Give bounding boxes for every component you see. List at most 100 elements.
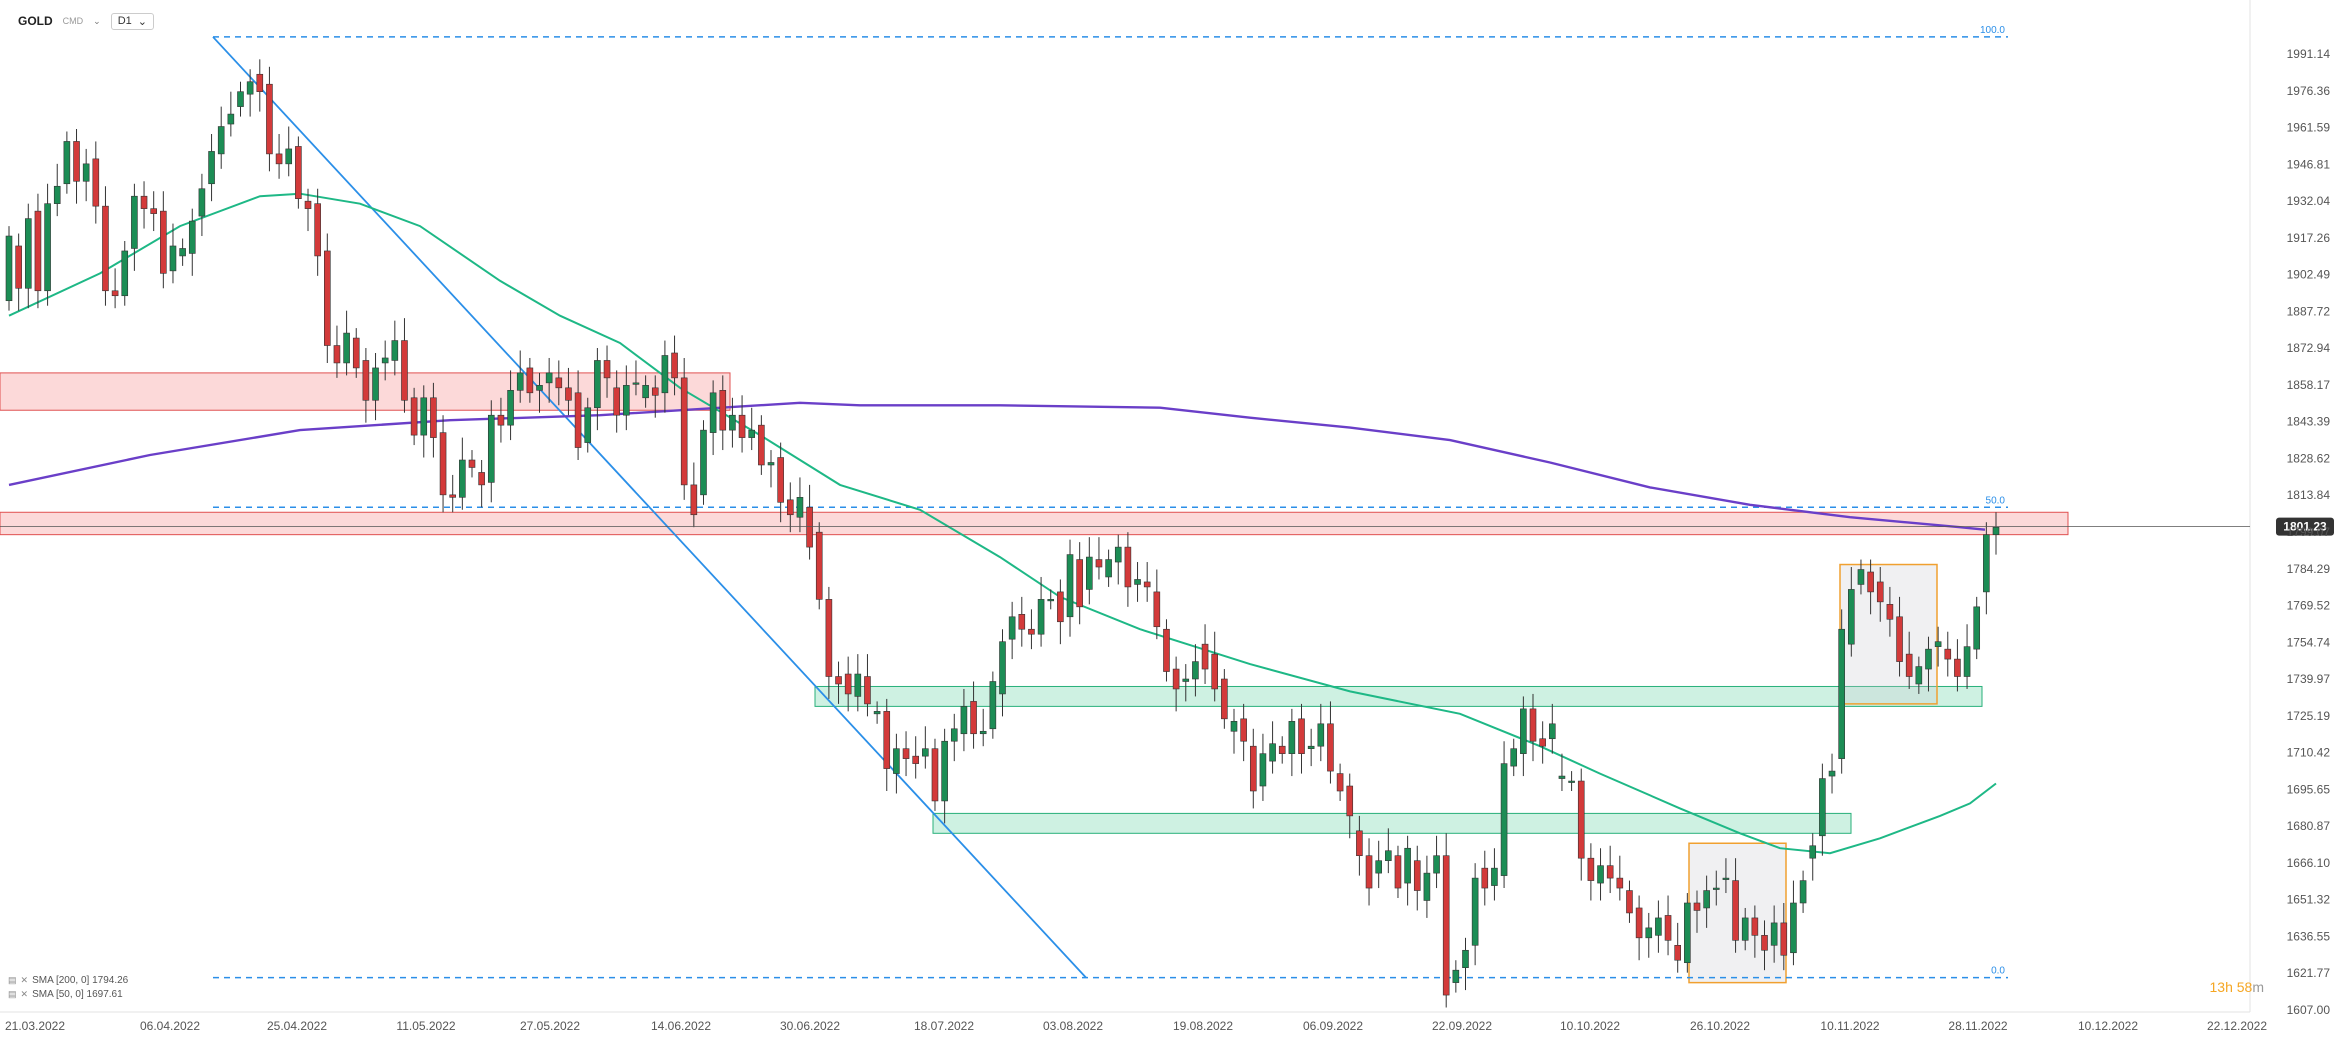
candle-body xyxy=(188,220,196,254)
candle xyxy=(1761,920,1768,971)
candle-body xyxy=(854,673,862,697)
candle-body xyxy=(941,740,948,802)
y-tick-label: 1784.29 xyxy=(2287,562,2331,576)
candle xyxy=(401,318,408,413)
candle xyxy=(1163,619,1170,682)
candle-body xyxy=(352,337,360,369)
timer-value: 13h 58 xyxy=(2209,979,2253,995)
y-tick-label: 1754.74 xyxy=(2287,635,2331,649)
layer-grid xyxy=(0,0,2251,1013)
chart-header: GOLD CMD ⌄ D1 ⌄ xyxy=(18,10,154,32)
candle-body xyxy=(1655,917,1662,936)
candle-body xyxy=(1674,944,1681,961)
candle xyxy=(430,382,437,458)
candle-body xyxy=(1529,708,1537,742)
fib-level-label: 50.0 xyxy=(1986,495,2006,506)
candle xyxy=(989,671,997,739)
candle xyxy=(1086,537,1093,605)
y-tick-label: 1917.26 xyxy=(2287,231,2331,245)
indicator-settings-icon[interactable]: ▤ xyxy=(8,975,17,985)
candle-body xyxy=(767,462,775,466)
candle xyxy=(82,148,90,202)
candle-body xyxy=(883,711,891,769)
candle xyxy=(902,731,910,777)
candle xyxy=(487,400,495,503)
y-tick-label: 1813.84 xyxy=(2287,488,2331,502)
candle-body xyxy=(1269,743,1276,762)
candle xyxy=(275,133,283,179)
close-icon[interactable]: ✕ xyxy=(20,989,29,999)
candle-body xyxy=(1828,770,1836,777)
legend-sma200[interactable]: ▤ ✕ SMA [200, 0] 1794.26 xyxy=(8,975,128,986)
candle-body xyxy=(1442,855,1450,996)
candle xyxy=(150,191,157,232)
candle xyxy=(507,370,514,441)
candle-body xyxy=(1780,922,1788,956)
candle-body xyxy=(1211,653,1219,690)
candle xyxy=(1616,855,1624,901)
x-tick-label: 21.03.2022 xyxy=(5,1019,65,1033)
candle-body xyxy=(198,188,206,217)
candle xyxy=(1442,833,1450,1008)
candle xyxy=(1153,569,1161,640)
candle-body xyxy=(1076,559,1083,608)
candle-body xyxy=(1307,745,1315,749)
candle xyxy=(372,352,379,421)
symbol-dropdown-icon[interactable]: ⌄ xyxy=(93,15,101,26)
y-tick-label: 1976.36 xyxy=(2287,84,2331,98)
candle-body xyxy=(1751,917,1759,936)
candle-body xyxy=(806,506,813,548)
candle xyxy=(642,375,649,408)
candle xyxy=(594,348,601,431)
candle xyxy=(1606,845,1614,894)
x-tick-label: 22.09.2022 xyxy=(1432,1019,1492,1033)
candle-body xyxy=(1192,661,1199,680)
candle-body xyxy=(758,424,765,466)
candle xyxy=(1664,895,1672,956)
y-tick-label: 1739.97 xyxy=(2287,672,2331,686)
candle xyxy=(661,340,669,413)
candle-body xyxy=(825,599,833,677)
close-icon[interactable]: ✕ xyxy=(20,975,29,985)
candle-body xyxy=(324,250,331,346)
candle-body xyxy=(92,158,100,207)
layer-axis: 1991.14 1976.36 1961.59 1946.81 1932.04 1917.… xyxy=(5,47,2330,1033)
candle-body xyxy=(565,387,572,401)
candle-body xyxy=(1790,902,1797,954)
candle-body xyxy=(1375,860,1382,874)
candle-body xyxy=(1143,581,1151,588)
candle-body xyxy=(709,392,717,433)
candle xyxy=(1626,880,1633,923)
candle-body xyxy=(1462,949,1469,968)
y-tick-label: 1946.81 xyxy=(2287,157,2331,171)
candle xyxy=(1288,708,1296,777)
candle xyxy=(497,397,505,443)
candle xyxy=(536,372,543,413)
candle xyxy=(1819,763,1826,856)
indicator-settings-icon[interactable]: ▤ xyxy=(8,989,17,999)
candle-body xyxy=(246,81,254,95)
symbol-name[interactable]: GOLD xyxy=(18,14,53,28)
x-tick-label: 27.05.2022 xyxy=(520,1019,580,1033)
candle-body xyxy=(468,459,476,468)
candle xyxy=(1230,708,1238,754)
candle xyxy=(1587,843,1595,901)
timeframe-select[interactable]: D1 ⌄ xyxy=(110,12,154,30)
candle xyxy=(1433,835,1440,889)
candle-body xyxy=(1770,922,1778,946)
candle xyxy=(767,450,775,488)
x-tick-label: 03.08.2022 xyxy=(1043,1019,1103,1033)
candle-body xyxy=(893,748,900,774)
candle xyxy=(1143,562,1151,602)
candle xyxy=(1269,721,1276,774)
candle xyxy=(709,380,717,456)
candle-body xyxy=(970,701,977,735)
candle xyxy=(873,701,881,724)
legend-sma50[interactable]: ▤ ✕ SMA [50, 0] 1697.61 xyxy=(8,989,123,1000)
candle-body xyxy=(1153,591,1161,628)
candle-body xyxy=(439,432,447,496)
candle xyxy=(883,698,891,791)
layer-overlay: 1801.23 xyxy=(0,517,2334,536)
candle-body xyxy=(1973,606,1981,650)
